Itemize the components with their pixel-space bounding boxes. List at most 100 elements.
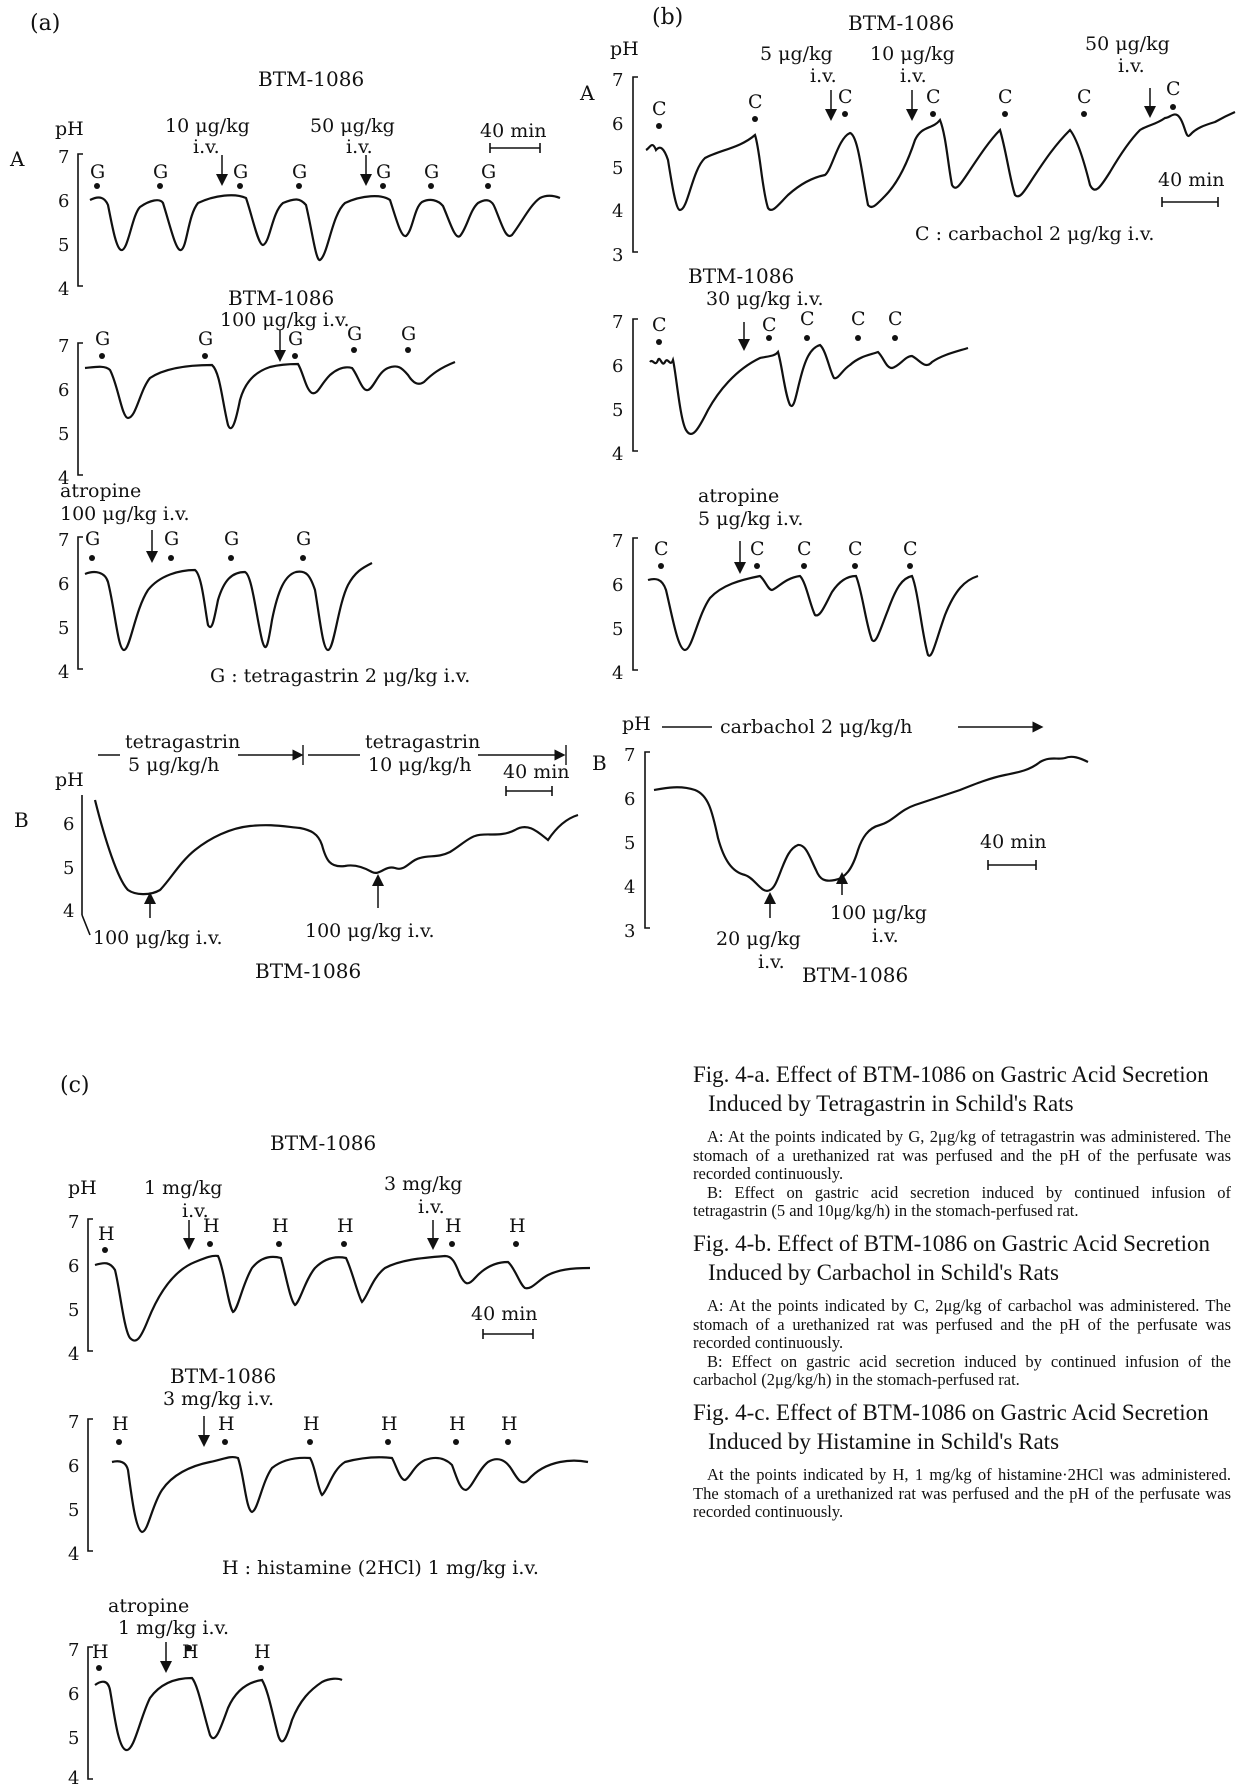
panel-b-b-infusion: carbachol 2 μg/kg/h bbox=[720, 716, 912, 738]
ytick: 6 bbox=[612, 575, 623, 596]
ytick: 4 bbox=[612, 444, 623, 465]
panel-a-dose1-iv: i.v. bbox=[193, 136, 220, 158]
panel-b-dose3: 50 μg/kg bbox=[1085, 33, 1170, 55]
ytick: 4 bbox=[68, 1344, 79, 1365]
ytick: 6 bbox=[624, 789, 635, 810]
caption-4a: Fig. 4-a. Effect of BTM-1086 on Gastric … bbox=[693, 1060, 1231, 1221]
panel-a-dose2: 50 μg/kg bbox=[310, 115, 395, 137]
caption-4b: Fig. 4-b. Effect of BTM-1086 on Gastric … bbox=[693, 1229, 1231, 1390]
panel-b-b-dose1-iv: i.v. bbox=[758, 951, 785, 973]
panel-c-trace2-markers: H H H H H H bbox=[112, 1413, 518, 1447]
ytick: 4 bbox=[612, 201, 623, 222]
stim-label: H bbox=[303, 1413, 320, 1435]
panel-b-dose2-iv: i.v. bbox=[900, 65, 927, 87]
panel-a-trace3 bbox=[84, 562, 373, 652]
panel-b-dose1: 5 μg/kg bbox=[760, 43, 833, 65]
panel-a-b-dose-arrows bbox=[144, 874, 384, 918]
ytick: 7 bbox=[58, 147, 69, 168]
ytick: 4 bbox=[58, 468, 69, 489]
stim-label: G bbox=[424, 161, 439, 183]
panel-a-b-inf1-rate: 5 μg/kg/h bbox=[128, 754, 219, 776]
ytick: 5 bbox=[612, 158, 623, 179]
panel-a-trace1-markers: G G G G G G G bbox=[90, 155, 496, 189]
panel-a-trace2-dose: 100 μg/kg i.v. bbox=[220, 309, 350, 331]
panel-b-row-B: B bbox=[592, 751, 607, 775]
stim-label: H bbox=[98, 1223, 115, 1245]
panel-b-b-trace bbox=[653, 755, 1089, 892]
ytick: 7 bbox=[58, 530, 69, 551]
panel-c: (c) BTM-1086 pH 1 mg/kg i.v. 3 mg/kg i.v… bbox=[60, 1073, 591, 1787]
panel-a-b-trace bbox=[93, 799, 579, 896]
ytick: 4 bbox=[612, 663, 623, 684]
stim-label: H bbox=[449, 1413, 466, 1435]
panel-a-trace3-dose: 100 μg/kg i.v. bbox=[60, 503, 190, 525]
panel-a-b-inf2-name: tetragastrin bbox=[365, 731, 480, 753]
stim-label: C bbox=[998, 86, 1013, 108]
panel-a-b-infusion-bar bbox=[98, 745, 567, 765]
panel-a-b-drug: BTM-1086 bbox=[255, 959, 361, 983]
stim-label: G bbox=[292, 161, 307, 183]
stim-label: C bbox=[762, 314, 777, 336]
panel-b-tag: (b) bbox=[652, 5, 683, 30]
ytick: 6 bbox=[58, 191, 69, 212]
panel-b-title: BTM-1086 bbox=[848, 11, 954, 35]
caption-4a-body-b: B: Effect on gastric acid secretion indu… bbox=[693, 1182, 1231, 1221]
panel-a-tag: (a) bbox=[30, 11, 60, 36]
ytick: 3 bbox=[624, 921, 635, 942]
panel-c-trace3-axis: 7 6 5 4 bbox=[68, 1640, 93, 1787]
ytick: 6 bbox=[68, 1456, 79, 1477]
panel-a-b-inf2-rate: 10 μg/kg/h bbox=[368, 754, 471, 776]
stim-label: C bbox=[888, 308, 903, 330]
panel-b-trace1-axis: 7 6 5 4 3 bbox=[612, 70, 638, 266]
ytick: 4 bbox=[68, 1768, 79, 1787]
panel-a-trace2 bbox=[84, 360, 456, 430]
ytick: 7 bbox=[624, 745, 635, 766]
ytick: 5 bbox=[63, 858, 74, 879]
stim-label: H bbox=[272, 1215, 289, 1237]
ytick: 6 bbox=[612, 114, 623, 135]
panel-b-trace3-drug: atropine bbox=[698, 485, 779, 507]
stim-label: C bbox=[1166, 78, 1181, 100]
stim-label: G bbox=[153, 161, 168, 183]
panel-b-b-dose-arrows bbox=[764, 872, 848, 918]
panel-b-ph-label: pH bbox=[610, 38, 639, 60]
ytick: 6 bbox=[68, 1256, 79, 1277]
panel-c-ph-label: pH bbox=[68, 1177, 97, 1199]
panel-b-dose1-iv: i.v. bbox=[810, 65, 837, 87]
stim-label: C bbox=[903, 538, 918, 560]
panel-c-trace1-markers: H H H H H H bbox=[98, 1215, 526, 1253]
panel-a-dose2-iv: i.v. bbox=[346, 136, 373, 158]
panel-b-trace2-drug: BTM-1086 bbox=[688, 264, 794, 288]
stim-label: C bbox=[652, 98, 667, 120]
panel-c-stim-legend: H : histamine (2HCl) 1 mg/kg i.v. bbox=[222, 1557, 539, 1579]
caption-4a-body-a: A: At the points indicated by G, 2μg/kg … bbox=[693, 1127, 1231, 1184]
ytick: 5 bbox=[68, 1728, 79, 1749]
stim-label: G bbox=[481, 161, 496, 183]
stim-label: H bbox=[501, 1413, 518, 1435]
caption-4b-body-a: A: At the points indicated by C, 2μg/kg … bbox=[693, 1295, 1231, 1353]
ytick: 7 bbox=[612, 531, 623, 552]
ytick: 7 bbox=[68, 1640, 79, 1661]
panel-b-trace3-dose: 5 μg/kg i.v. bbox=[698, 508, 803, 530]
stim-label: C bbox=[848, 538, 863, 560]
panel-a-row-A: A bbox=[9, 147, 25, 171]
ytick: 4 bbox=[58, 662, 69, 683]
ytick: 5 bbox=[58, 618, 69, 639]
ytick: 5 bbox=[612, 619, 623, 640]
ytick: 4 bbox=[63, 901, 74, 922]
panel-b-b-drug: BTM-1086 bbox=[802, 963, 908, 987]
ytick: 4 bbox=[624, 877, 635, 898]
stim-label: H bbox=[337, 1215, 354, 1237]
stim-label: G bbox=[296, 528, 311, 550]
panel-a-trace1-axis: 7 6 5 4 bbox=[58, 147, 83, 300]
stim-label: C bbox=[652, 314, 667, 336]
ytick: 6 bbox=[68, 1684, 79, 1705]
stim-label: G bbox=[401, 323, 416, 345]
panel-b-trace2 bbox=[649, 343, 969, 436]
stim-label: G bbox=[288, 328, 303, 350]
panel-a-b-dose2: 100 μg/kg i.v. bbox=[305, 920, 435, 942]
ytick: 6 bbox=[58, 574, 69, 595]
stim-label: G bbox=[164, 528, 179, 550]
panel-b-trace1 bbox=[645, 110, 1236, 212]
panel-b-trace3-markers: C C C C C bbox=[654, 538, 918, 574]
